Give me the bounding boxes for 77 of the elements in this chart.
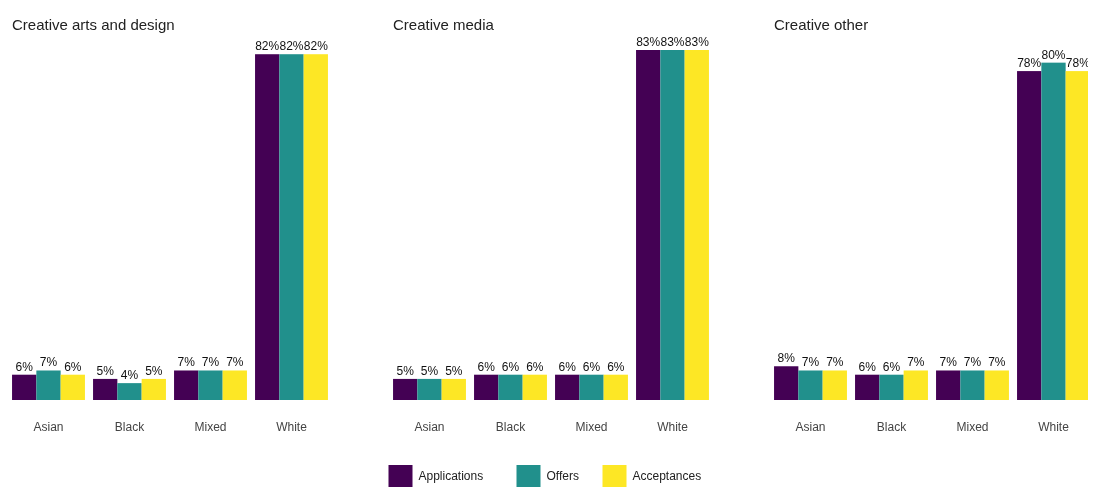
- data-label: 80%: [1041, 47, 1066, 62]
- data-label: 6%: [477, 359, 496, 374]
- data-label: 7%: [201, 355, 220, 370]
- legend-label: Offers: [546, 469, 579, 483]
- bar: [36, 370, 61, 400]
- data-label: 4%: [120, 368, 139, 383]
- bar: [141, 378, 166, 400]
- data-label: 7%: [988, 355, 1006, 370]
- data-label: 6%: [526, 359, 544, 374]
- bar: [822, 370, 847, 400]
- x-tick-label: Mixed: [956, 420, 989, 434]
- bar: [798, 370, 823, 400]
- bar: [879, 374, 904, 400]
- data-label: 6%: [582, 359, 601, 374]
- bar: [774, 366, 799, 400]
- data-label: 7%: [963, 355, 982, 370]
- data-label: 82%: [279, 39, 304, 54]
- bar: [1065, 71, 1088, 400]
- chart-title: Creative other: [774, 16, 869, 33]
- bar: [117, 383, 142, 400]
- data-label: 78%: [1017, 56, 1042, 71]
- bar: [198, 370, 223, 400]
- bar: [12, 374, 37, 400]
- bar: [1017, 71, 1042, 400]
- data-label: 6%: [64, 359, 82, 374]
- x-tick-label: Asian: [33, 420, 64, 434]
- x-tick-label: White: [276, 420, 308, 434]
- data-label: 7%: [177, 355, 196, 370]
- bar: [222, 370, 247, 400]
- x-tick-label: White: [1038, 420, 1070, 434]
- x-tick-label: Asian: [795, 420, 826, 434]
- data-label: 7%: [907, 355, 925, 370]
- data-label: 7%: [826, 355, 844, 370]
- bar: [1041, 62, 1066, 400]
- bar: [279, 54, 304, 400]
- legend-label: Acceptances: [632, 469, 702, 483]
- data-label: 6%: [558, 359, 577, 374]
- data-label: 5%: [96, 363, 115, 378]
- data-label: 83%: [636, 35, 661, 49]
- x-tick-label: Black: [495, 420, 527, 434]
- x-tick-label: White: [657, 420, 689, 434]
- data-label: 8%: [777, 351, 796, 366]
- x-tick-label: Black: [876, 420, 908, 434]
- bar: [903, 370, 928, 400]
- data-label: 6%: [501, 359, 520, 374]
- legend-label: Applications: [418, 469, 484, 483]
- x-tick-label: Mixed: [575, 420, 608, 434]
- bar: [960, 370, 985, 400]
- bar: [93, 378, 118, 400]
- data-label: 6%: [607, 359, 625, 374]
- data-label: 6%: [15, 359, 34, 374]
- data-label: 5%: [396, 363, 415, 378]
- data-label: 7%: [939, 355, 958, 370]
- bar: [855, 374, 880, 400]
- data-label: 7%: [226, 355, 244, 370]
- chart-title: Creative arts and design: [12, 16, 175, 33]
- bar: [60, 374, 85, 400]
- data-label: 82%: [303, 39, 329, 54]
- bar: [984, 370, 1009, 400]
- data-label: 83%: [660, 35, 685, 49]
- data-label: 6%: [858, 359, 877, 374]
- bar: [936, 370, 961, 400]
- x-tick-label: Asian: [414, 420, 445, 434]
- bar: [174, 370, 199, 400]
- bar: [303, 54, 328, 400]
- data-label: 5%: [420, 363, 439, 378]
- data-label: 7%: [39, 355, 58, 370]
- data-label: 7%: [801, 355, 820, 370]
- data-label: 5%: [445, 363, 463, 378]
- x-tick-label: Black: [114, 420, 146, 434]
- x-tick-label: Mixed: [194, 420, 227, 434]
- data-label: 6%: [882, 359, 901, 374]
- chart-title: Creative media: [393, 16, 495, 33]
- bar: [255, 54, 280, 400]
- data-label: 82%: [255, 39, 280, 54]
- data-label: 5%: [145, 363, 163, 378]
- data-label: 83%: [684, 35, 710, 49]
